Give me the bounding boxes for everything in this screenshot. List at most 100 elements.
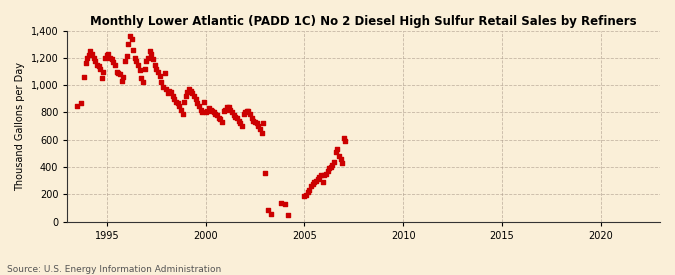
Point [302, 190, 313, 195]
Point [340, 139, 351, 143]
Point [304, 188, 315, 192]
Point [161, 87, 171, 92]
Point [126, 37, 137, 41]
Point [276, 200, 287, 205]
Point [144, 49, 155, 53]
Point [256, 131, 267, 135]
Point [172, 101, 183, 105]
Point [338, 136, 349, 141]
Point [258, 121, 269, 126]
Y-axis label: Thousand Gallons per Day: Thousand Gallons per Day [15, 62, 25, 191]
Point [283, 213, 294, 217]
Point [110, 62, 121, 67]
Point [307, 182, 318, 186]
Point [105, 56, 115, 60]
Point [223, 105, 234, 109]
Point [128, 48, 138, 52]
Point [314, 174, 325, 179]
Point [195, 108, 206, 112]
Point [215, 117, 226, 122]
Point [207, 109, 217, 113]
Point [315, 173, 326, 177]
Point [310, 179, 321, 184]
Point [90, 58, 101, 63]
Point [330, 150, 341, 154]
Point [167, 94, 178, 98]
Point [221, 105, 232, 109]
Point [317, 180, 328, 184]
Point [217, 120, 227, 124]
Point [98, 69, 109, 74]
Point [116, 79, 127, 83]
Point [113, 71, 124, 75]
Point [242, 109, 252, 113]
Point [108, 60, 119, 64]
Point [95, 67, 106, 71]
Point [220, 108, 231, 112]
Point [254, 127, 265, 131]
Point [253, 124, 264, 128]
Point [197, 110, 208, 115]
Point [194, 103, 205, 108]
Point [115, 72, 126, 76]
Point [246, 116, 257, 120]
Point [162, 91, 173, 96]
Text: Source: U.S. Energy Information Administration: Source: U.S. Energy Information Administ… [7, 265, 221, 274]
Point [240, 110, 250, 115]
Point [93, 64, 104, 68]
Point [136, 76, 147, 81]
Point [176, 108, 186, 112]
Point [75, 101, 86, 105]
Point [154, 73, 165, 78]
Point [234, 119, 244, 123]
Point [157, 84, 168, 89]
Point [101, 53, 112, 57]
Point [319, 173, 329, 177]
Point [313, 177, 323, 182]
Point [153, 69, 163, 74]
Point [186, 89, 196, 93]
Point [266, 211, 277, 216]
Point [200, 110, 211, 115]
Point [119, 58, 130, 63]
Point [210, 112, 221, 116]
Point [149, 62, 160, 67]
Point [123, 42, 134, 46]
Point [80, 61, 91, 65]
Point [259, 171, 270, 175]
Point [97, 76, 107, 81]
Point [235, 121, 246, 126]
Point [250, 120, 261, 124]
Point [182, 90, 193, 94]
Point [111, 69, 122, 74]
Point [147, 57, 158, 61]
Point [263, 208, 273, 212]
Point [236, 124, 247, 128]
Point [325, 165, 336, 169]
Point [164, 89, 175, 93]
Point [171, 99, 182, 104]
Point [337, 161, 348, 165]
Point [213, 116, 224, 120]
Point [141, 58, 152, 63]
Point [190, 97, 201, 101]
Point [92, 62, 103, 67]
Point [248, 119, 259, 123]
Point [103, 52, 114, 56]
Point [169, 97, 180, 101]
Point [202, 109, 213, 113]
Point [329, 160, 340, 164]
Point [174, 103, 185, 108]
Point [156, 80, 167, 85]
Point [244, 112, 255, 116]
Point [299, 194, 310, 199]
Point [88, 56, 99, 60]
Point [83, 53, 94, 57]
Point [251, 121, 262, 126]
Point [86, 52, 97, 56]
Point [243, 109, 254, 113]
Point [300, 193, 311, 197]
Point [107, 57, 117, 61]
Point [78, 75, 89, 79]
Point [227, 110, 238, 115]
